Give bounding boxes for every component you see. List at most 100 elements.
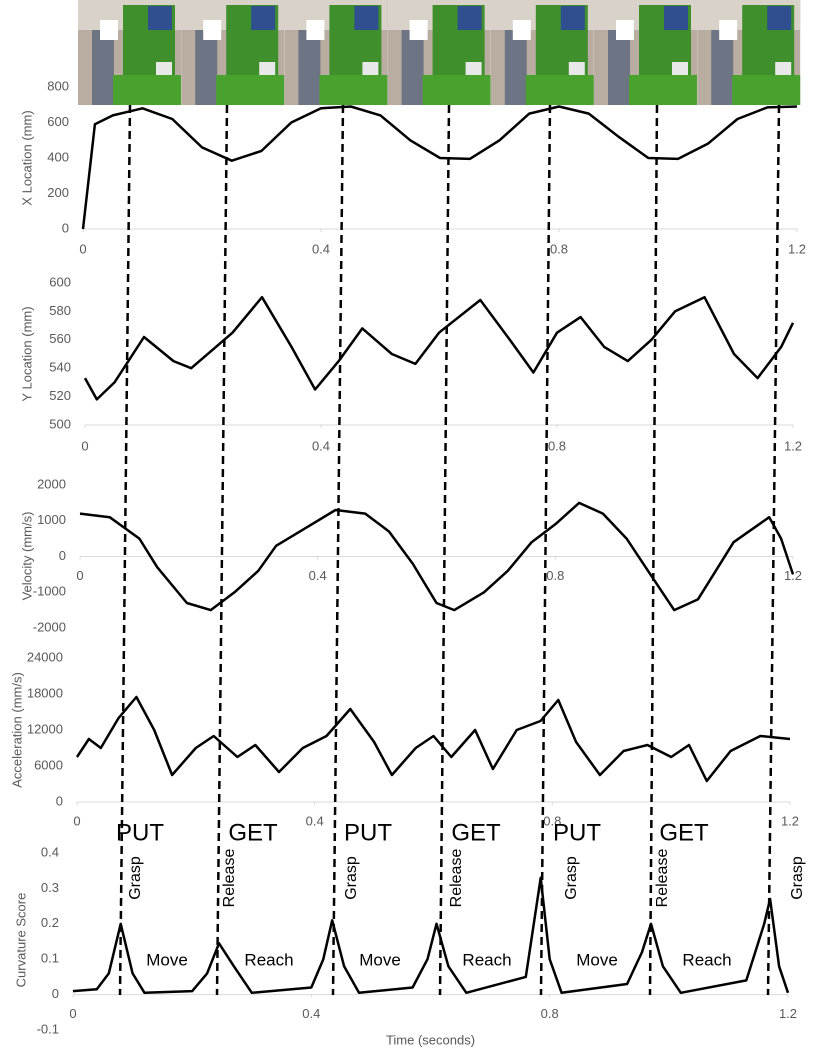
frame-table [422,75,491,105]
x-tick-label: 0 [69,1006,76,1021]
data-line [72,876,790,995]
event-label: Grasp [127,856,144,900]
x-tick-label: 0.4 [312,241,330,256]
y-tick-label: 520 [49,388,71,403]
y-tick-label: 200 [47,185,69,200]
data-line [75,695,791,783]
x-tick-label: 0.4 [309,568,327,583]
chart-panel: 500 520 540 560 580 600 0 0.4 0.8 1.2 Y Location (… [19,274,802,453]
x-tick-label: 0.8 [541,1006,559,1021]
phase-label: GET [659,819,709,846]
x-tick-label: 0 [73,813,80,828]
frame-mask [306,20,325,40]
segment-label: Move [576,950,618,969]
data-line [81,105,798,230]
y-axis-title: Curvature Score [13,893,28,988]
x-tick-label: 1.2 [788,241,806,256]
photo-strip [78,0,801,105]
chart-panel: 0 200 400 600 800 0 0.4 0.8 1.2 X Location (mm) [19,78,806,256]
x-tick-label: 1.2 [781,813,799,828]
y-axis-title: Y Location (mm) [19,306,34,401]
x-tick-label: 0.4 [302,1006,320,1021]
video-frame [387,0,491,105]
event-label: Release [654,849,671,908]
event-divider [331,104,345,996]
y-axis-title: Velocity (mm/s) [19,512,34,601]
frame-person [401,30,424,105]
frame-person [92,30,114,105]
x-tick-label: 0 [81,438,88,453]
frame-table [113,75,181,105]
x-tick-label: 1.2 [784,438,802,453]
frame-person [504,30,527,105]
x-tick-label: 0.8 [543,813,561,828]
phase-label: GET [228,819,278,846]
segment-label: Reach [244,950,293,969]
y-tick-label: -0.1 [37,1021,59,1036]
chart-panel: -0.1 0 0.1 0.2 0.3 0.4 0 0.4 0.8 1.2 Curvature Sco… [13,819,806,1047]
data-line [83,295,795,401]
frame-screen [457,6,482,30]
video-frame [490,0,594,105]
frame-table [319,75,388,105]
chart-panel: -2000 -1000 0 1000 2000 0 0.4 0.8 1.2 Velocity (m… [19,476,802,634]
frame-screen [767,6,792,30]
event-label: Grasp [789,856,806,900]
phase-label: PUT [553,819,601,846]
x-tick-label: 1.2 [784,568,802,583]
y-tick-label: 0 [62,220,69,235]
y-tick-label: 580 [49,303,71,318]
x-tick-label: 0.8 [546,568,564,583]
y-tick-label: 6000 [34,757,63,772]
event-label: Grasp [343,856,360,900]
phase-label: GET [451,819,501,846]
video-frame [181,0,285,105]
phase-label: PUT [344,819,392,846]
segment-label: Reach [682,950,731,969]
frame-mask [616,20,634,40]
frame-screen [354,6,379,30]
segment-label: Move [359,950,401,969]
event-divider [118,104,132,996]
frame-table [629,75,697,105]
y-tick-label: 600 [47,114,69,129]
y-tick-label: 24000 [27,649,63,664]
video-frame [284,0,388,105]
frame-person [298,30,321,105]
frame-mask [719,20,738,40]
y-tick-label: 800 [47,78,69,93]
segment-label: Reach [462,950,511,969]
event-divider [648,104,659,996]
y-tick-label: 0 [52,986,59,1001]
frame-screen [148,6,172,30]
y-tick-label: 400 [47,149,69,164]
x-tick-label: 0.8 [548,438,566,453]
frame-screen [560,6,585,30]
y-axis-title: X Location (mm) [19,110,34,205]
frame-table [525,75,594,105]
y-tick-label: 1000 [37,512,66,527]
event-divider [539,104,552,996]
y-tick-label: 0.3 [41,880,59,895]
event-label: Grasp [563,856,580,900]
video-frame [78,0,181,105]
y-tick-label: -1000 [33,584,66,599]
y-tick-label: -2000 [33,619,66,634]
event-label: Release [221,849,238,908]
frame-mask [203,20,222,40]
y-tick-label: 0.1 [41,951,59,966]
video-frame [697,0,801,105]
segment-label: Move [146,950,188,969]
frame-screen [664,6,688,30]
event-divider [766,104,781,996]
y-axis-title: Acceleration (mm/s) [9,672,24,788]
y-tick-label: 18000 [27,685,63,700]
frame-mask [512,20,531,40]
x-tick-label: 0.4 [312,438,330,453]
y-tick-label: 0 [56,793,63,808]
event-divider [215,104,229,996]
y-tick-label: 560 [49,331,71,346]
y-tick-label: 0.2 [41,915,59,930]
frame-person [711,30,734,105]
